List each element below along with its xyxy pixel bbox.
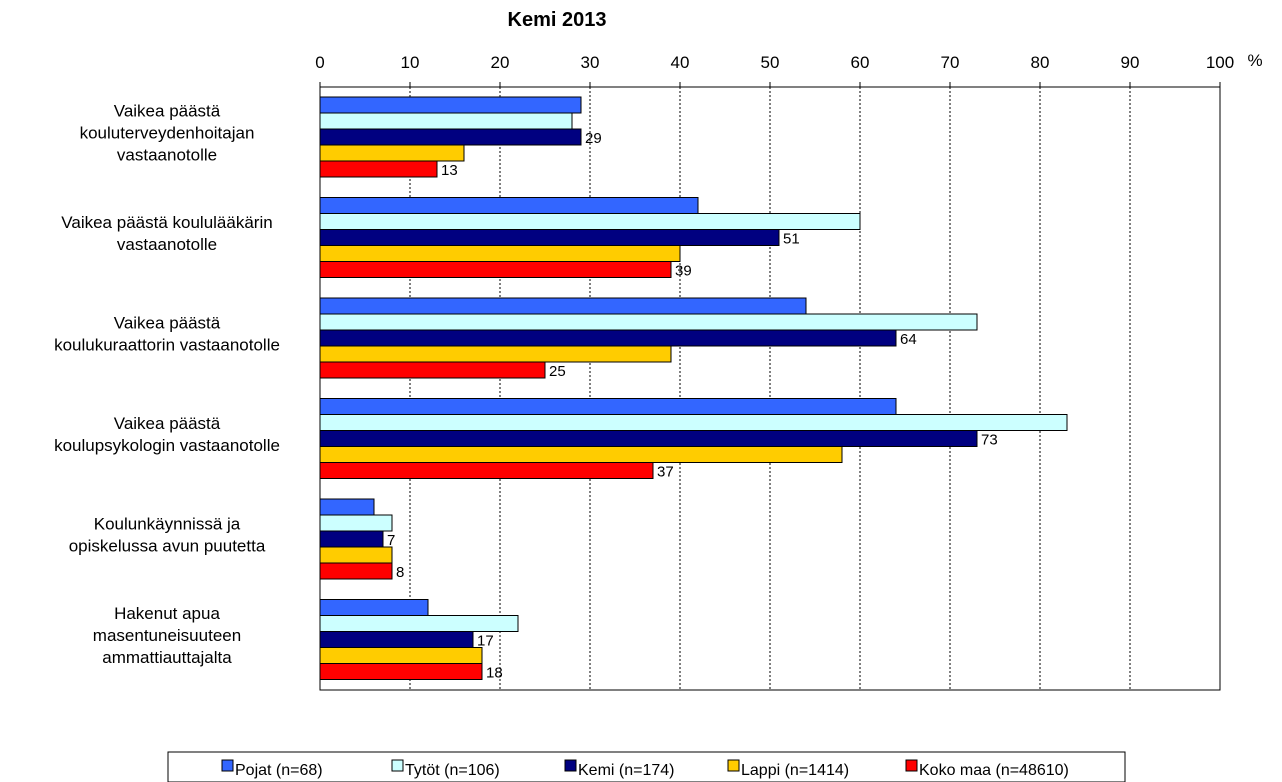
data-label: 17 — [477, 633, 494, 650]
legend-swatch — [564, 759, 577, 772]
bar — [319, 414, 1068, 431]
bar — [319, 398, 897, 415]
bars — [319, 96, 1068, 680]
category-label: Vaikea päästä koulupsykologin vastaanotol… — [54, 414, 280, 455]
category-label-line: Vaikea päästä — [114, 313, 221, 332]
data-label: 37 — [657, 464, 674, 481]
bar — [319, 144, 465, 162]
x-tick-label: 90 — [1121, 53, 1140, 72]
bar — [319, 329, 897, 347]
data-label: 73 — [981, 432, 998, 449]
x-axis-ticks: 0 10 20 30 40 50 60 70 80 90 100 — [315, 53, 1234, 87]
data-label: 51 — [783, 231, 800, 248]
data-label: 7 — [387, 532, 395, 549]
category-label-line: koulukuraattorin vastaanotolle — [54, 335, 280, 354]
legend-swatch — [391, 759, 404, 772]
legend-swatch — [727, 759, 740, 772]
category-label-line: ammattiauttajalta — [102, 648, 232, 667]
x-tick-label: 70 — [941, 53, 960, 72]
legend-label: Tytöt (n=106) — [405, 762, 500, 779]
x-tick-label: 100 — [1206, 53, 1234, 72]
bar — [319, 229, 780, 246]
category-label-line: vastaanotolle — [117, 235, 217, 254]
legend: Pojat (n=68) Tytöt (n=106) Kemi (n=174) Lap… — [167, 751, 1126, 782]
bar — [319, 345, 672, 363]
bar — [319, 663, 483, 680]
bar — [319, 647, 483, 664]
x-tick-label: 10 — [401, 53, 420, 72]
x-tick-label: 50 — [761, 53, 780, 72]
category-label: Koulunkäynnissä ja opiskelussa avun puute… — [69, 514, 266, 555]
category-label-line: Vaikea päästä — [114, 101, 221, 120]
bar — [319, 562, 393, 580]
bar — [319, 631, 474, 648]
x-tick-label: 80 — [1031, 53, 1050, 72]
data-label: 18 — [486, 665, 503, 682]
category-labels: Vaikea päästä kouluterveydenhoitajan vasta… — [54, 101, 280, 667]
category-label-line: kouluterveydenhoitajan — [80, 123, 255, 142]
legend-box — [167, 751, 1126, 782]
bar — [319, 197, 699, 214]
x-axis-unit: % — [1247, 51, 1262, 70]
data-label: 64 — [900, 331, 917, 348]
bar — [319, 96, 582, 114]
category-label-line: masentuneisuuteen — [93, 626, 241, 645]
category-label: Vaikea päästä koululääkärin vastaanotolle — [61, 213, 272, 254]
bar — [319, 160, 438, 178]
bar — [319, 546, 393, 564]
x-tick-label: 0 — [315, 53, 324, 72]
x-tick-label: 20 — [491, 53, 510, 72]
bar — [319, 361, 546, 379]
bar — [319, 128, 582, 146]
bar — [319, 297, 807, 315]
category-label-line: koulupsykologin vastaanotolle — [54, 436, 280, 455]
category-label-line: Vaikea päästä koululääkärin — [61, 213, 272, 232]
bar — [319, 514, 393, 532]
legend-swatch — [905, 759, 918, 772]
gridlines — [409, 87, 1131, 690]
bar — [319, 430, 978, 447]
category-label: Vaikea päästä kouluterveydenhoitajan vasta… — [80, 101, 255, 164]
data-label: 29 — [585, 130, 602, 147]
category-label: Vaikea päästä koulukuraattorin vastaanoto… — [54, 313, 280, 354]
data-label: 39 — [675, 263, 692, 280]
bar — [319, 313, 978, 331]
data-label: 25 — [549, 363, 566, 380]
bar — [319, 462, 654, 479]
category-label: Hakenut apua masentuneisuuteen ammattiautt… — [93, 604, 241, 667]
data-label: 13 — [441, 162, 458, 179]
x-tick-label: 30 — [581, 53, 600, 72]
legend-swatch — [221, 759, 234, 772]
bar — [319, 615, 519, 632]
legend-label: Lappi (n=1414) — [741, 762, 849, 779]
data-label: 8 — [396, 564, 404, 581]
category-label-line: Koulunkäynnissä ja — [94, 514, 241, 533]
category-label-line: opiskelussa avun puutetta — [69, 536, 266, 555]
legend-label: Koko maa (n=48610) — [919, 762, 1069, 779]
x-tick-label: 40 — [671, 53, 690, 72]
data-labels: 29 13 51 39 64 25 73 37 78 17 18 — [387, 130, 998, 682]
bar — [319, 245, 681, 262]
category-label-line: Vaikea päästä — [114, 414, 221, 433]
bar — [319, 498, 375, 516]
chart-title: Kemi 2013 — [508, 9, 607, 31]
plot-area — [319, 86, 1221, 691]
bar — [319, 446, 843, 463]
legend-label: Pojat (n=68) — [235, 762, 323, 779]
bar — [319, 599, 429, 616]
category-label-line: Hakenut apua — [114, 604, 220, 623]
bar — [319, 530, 384, 548]
x-tick-label: 60 — [851, 53, 870, 72]
category-label-line: vastaanotolle — [117, 145, 217, 164]
bar — [319, 213, 861, 230]
legend-label: Kemi (n=174) — [578, 762, 675, 779]
bar — [319, 261, 672, 278]
bar — [319, 112, 573, 130]
